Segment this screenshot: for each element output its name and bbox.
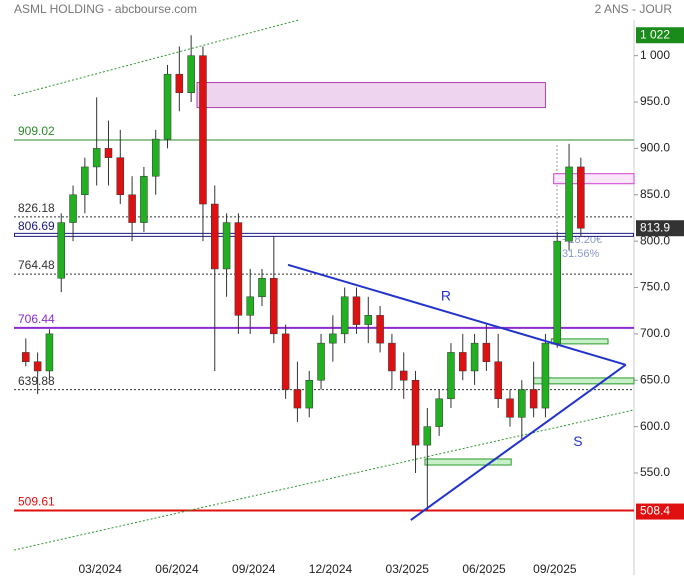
candle-body (411, 379, 420, 446)
candle-body (116, 157, 125, 196)
y-tick-label: 950.0 (640, 94, 670, 108)
candle-body (459, 352, 467, 372)
candle-body (329, 333, 337, 344)
y-tick-label: 900.0 (640, 141, 670, 155)
candle-body (211, 203, 219, 270)
candle-body (340, 296, 349, 335)
candle-body (175, 73, 184, 93)
candle-body (281, 333, 290, 390)
candle-body (57, 222, 65, 279)
candle-body (305, 379, 313, 409)
candle-body (246, 296, 254, 316)
y-tick-label: 700.0 (640, 326, 670, 340)
candle-body (151, 138, 160, 177)
y-tick-label: 650.0 (640, 372, 670, 386)
y-tick-label: 1 000 (640, 48, 670, 62)
candle-body (33, 361, 42, 372)
candle-body (258, 277, 266, 298)
candle-body (506, 398, 514, 418)
chart-title: ASML HOLDING - abcbourse.com (14, 2, 197, 16)
price-badge-label: 508.4 (640, 504, 670, 518)
level-label: 806.69 (18, 219, 55, 233)
candle-body (163, 73, 172, 140)
candle-body (222, 222, 231, 270)
y-tick-label: 750.0 (640, 280, 670, 294)
candle-body (518, 389, 526, 418)
price-badge (636, 503, 684, 520)
candle-body (399, 370, 408, 381)
candle-body (317, 342, 325, 381)
candle-body (364, 315, 373, 325)
level-label: 826.18 (18, 201, 55, 215)
price-badge-label: 813.9 (640, 220, 670, 234)
candle-body (494, 361, 502, 400)
price-badge-label: 1 022 (640, 27, 670, 41)
x-tick-label: 03/2024 (79, 562, 123, 576)
candle-body (234, 222, 243, 316)
x-tick-label: 03/2025 (386, 562, 430, 576)
candle-body (92, 148, 101, 168)
candle-body (293, 389, 302, 409)
x-tick-label: 09/2025 (533, 562, 577, 576)
level-label: 764.48 (18, 258, 55, 272)
candle-body (388, 342, 396, 372)
level-label: 639.88 (18, 374, 55, 388)
candle-body (577, 166, 585, 229)
level-label: 509.61 (18, 495, 55, 509)
candle-body (470, 342, 479, 372)
level-label: 909.02 (18, 124, 55, 138)
y-tick-label: 800.0 (640, 233, 670, 247)
x-tick-label: 06/2024 (155, 562, 199, 576)
candle-body (376, 315, 384, 344)
zone (553, 173, 635, 185)
trendline-label: R (441, 288, 451, 304)
candle-body (482, 342, 491, 362)
x-tick-label: 12/2024 (309, 562, 353, 576)
annotation: 31.56% (562, 248, 600, 260)
price-badge (636, 27, 684, 44)
candle-body (352, 296, 361, 325)
zone (424, 458, 512, 466)
level-label: 706.44 (18, 312, 55, 326)
candle-body (128, 194, 136, 223)
y-tick-label: 550.0 (640, 465, 670, 479)
trendline (287, 263, 627, 366)
candle-body (553, 240, 561, 344)
candle-body (270, 277, 278, 335)
candle-body (140, 175, 148, 223)
candle-body (45, 333, 54, 372)
y-tick-label: 850.0 (640, 187, 670, 201)
candle-body (199, 55, 207, 205)
x-tick-label: 06/2025 (462, 562, 506, 576)
candle-body (187, 55, 195, 93)
candle-body (423, 426, 432, 446)
candle-body (81, 166, 89, 196)
candle-body (529, 389, 538, 409)
price-badge (636, 220, 684, 237)
candle-body (447, 352, 455, 400)
candle-body (22, 352, 30, 362)
candle-body (69, 194, 77, 223)
candle-body (104, 148, 113, 158)
trendline (410, 364, 627, 521)
y-tick-label: 600.0 (640, 419, 670, 433)
trendline-label: S (573, 433, 582, 449)
candle-body (435, 398, 443, 427)
channel-line (13, 409, 635, 551)
candle-body (541, 342, 550, 409)
chart-subtitle: 2 ANS - JOUR (595, 2, 673, 16)
zone (196, 82, 546, 109)
x-tick-label: 09/2024 (232, 562, 276, 576)
candle-body (565, 166, 573, 242)
channel-line (13, 19, 300, 97)
zone (550, 338, 609, 345)
